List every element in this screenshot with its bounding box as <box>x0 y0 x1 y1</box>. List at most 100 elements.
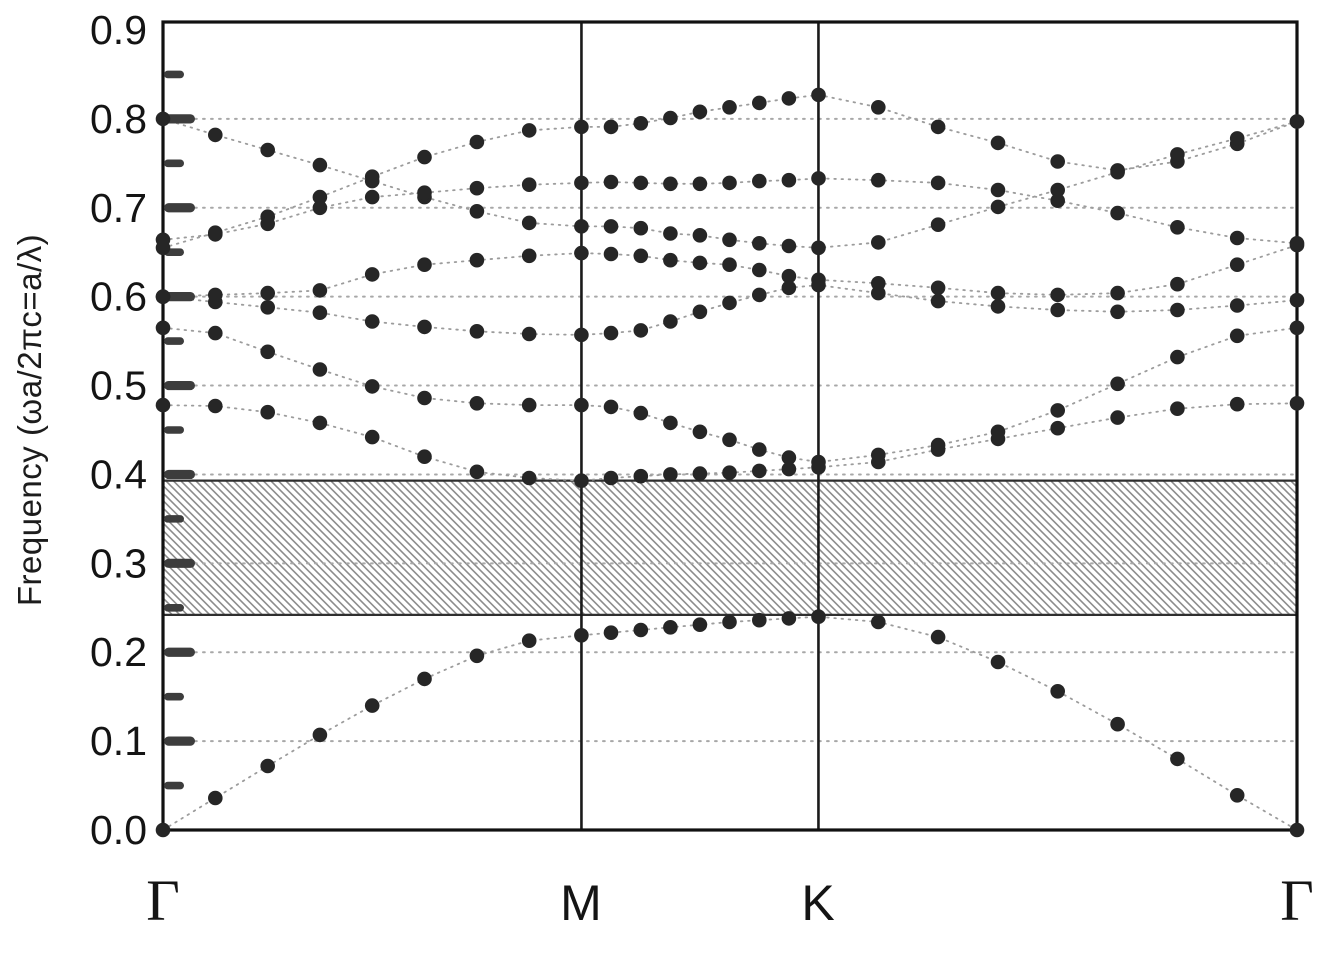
band-8-point <box>692 176 708 192</box>
band-1-point <box>1289 822 1305 838</box>
band-2-point <box>469 464 485 480</box>
band-7-point <box>574 219 589 234</box>
band-6-point <box>781 91 797 106</box>
band-5-point <box>574 245 589 261</box>
band-3-point <box>871 447 886 463</box>
band-2-point <box>722 465 737 481</box>
band-7-point <box>811 240 826 256</box>
band-5-point <box>692 255 708 271</box>
band-8-point <box>1289 236 1305 251</box>
band-8-point <box>1170 220 1185 235</box>
band-2-point <box>574 473 589 489</box>
band-5-point <box>521 248 537 264</box>
y-major-tick <box>164 558 195 568</box>
band-6-point <box>692 104 708 120</box>
band-8-point <box>633 175 649 191</box>
band-7-point <box>1110 164 1125 180</box>
band-5-point <box>722 257 737 273</box>
band-4-point <box>1170 302 1185 318</box>
band-5-point <box>603 246 619 262</box>
band-7-point <box>155 111 171 127</box>
y-tick-label: 0.9 <box>90 7 147 53</box>
band-8-point <box>417 185 432 200</box>
x-axis-label-m: M <box>560 875 602 931</box>
band-1-point <box>260 758 276 774</box>
band-3-point <box>603 399 619 415</box>
band-1-point <box>417 671 432 687</box>
band-8-point <box>811 171 826 186</box>
band-3-point <box>574 397 589 413</box>
band-6-point <box>722 100 737 115</box>
band-7-point <box>930 217 946 232</box>
band-4-point <box>1110 304 1125 320</box>
band-7-point <box>208 127 223 143</box>
band-3-point <box>260 344 276 360</box>
band-1-point <box>1229 788 1245 803</box>
band-4-point <box>692 304 708 320</box>
band-8-point <box>260 216 276 232</box>
band-8-point <box>603 174 619 190</box>
band-7-point <box>692 228 708 243</box>
band-1-point <box>990 654 1006 670</box>
band-8-point <box>930 175 946 191</box>
band-7-point <box>364 173 380 189</box>
band-8-point <box>1050 193 1065 208</box>
band-8-point <box>312 200 328 216</box>
band-3-point <box>1229 328 1245 344</box>
band-3-point <box>1110 376 1125 392</box>
y-major-tick <box>164 203 195 213</box>
band-3-point <box>692 424 708 440</box>
band-6-connector <box>162 93 1298 249</box>
y-minor-tick <box>164 337 184 345</box>
band-2-point <box>1050 420 1065 436</box>
band-8-point <box>469 180 485 196</box>
band-6-point <box>521 123 537 138</box>
band-4-point <box>633 323 649 338</box>
band-2-point <box>312 415 328 431</box>
band-4-point <box>312 305 328 321</box>
band-7-point <box>312 157 328 173</box>
band-4-point <box>1289 292 1305 308</box>
band-5-point <box>930 280 946 296</box>
band-2-point <box>752 463 767 479</box>
band-4-point <box>1229 298 1245 313</box>
band-1-point <box>1110 716 1125 732</box>
band-8-point <box>990 182 1006 198</box>
band-7-point <box>1289 114 1305 129</box>
y-tick-label: 0.5 <box>90 363 147 409</box>
band-6-point <box>417 149 432 165</box>
band-6-point <box>930 119 946 135</box>
band-3-point <box>364 379 380 394</box>
band-3-point <box>722 432 737 448</box>
band-5-point <box>781 268 797 284</box>
y-minor-tick <box>164 515 184 523</box>
y-major-tick <box>164 114 195 124</box>
band-1-point <box>574 628 589 643</box>
y-tick-label: 0.6 <box>90 274 147 320</box>
y-tick-label: 0.3 <box>90 540 147 586</box>
band-1-point <box>521 633 537 648</box>
band-7-point <box>603 219 619 234</box>
band-7-point <box>1170 147 1185 162</box>
band-3-point <box>930 437 946 453</box>
band-7-point <box>469 204 485 219</box>
band-7-point <box>260 142 276 158</box>
band-2-point <box>208 398 223 414</box>
band-5-point <box>633 248 649 264</box>
y-tick-label: 0.2 <box>90 629 147 675</box>
band-6-point <box>811 87 826 103</box>
band-4-point <box>781 280 797 296</box>
x-axis-label-gamma-left: Γ <box>146 868 180 933</box>
band-5-point <box>752 262 767 278</box>
band-3-point <box>811 454 826 470</box>
band-4-point <box>364 314 380 329</box>
band-4-point <box>521 326 537 342</box>
band-7-point <box>781 238 797 254</box>
band-6-point <box>1050 154 1065 169</box>
band-3-point <box>633 405 649 421</box>
band-8-point <box>521 177 537 192</box>
band-6-point <box>752 95 767 111</box>
band-5-point <box>155 289 171 305</box>
